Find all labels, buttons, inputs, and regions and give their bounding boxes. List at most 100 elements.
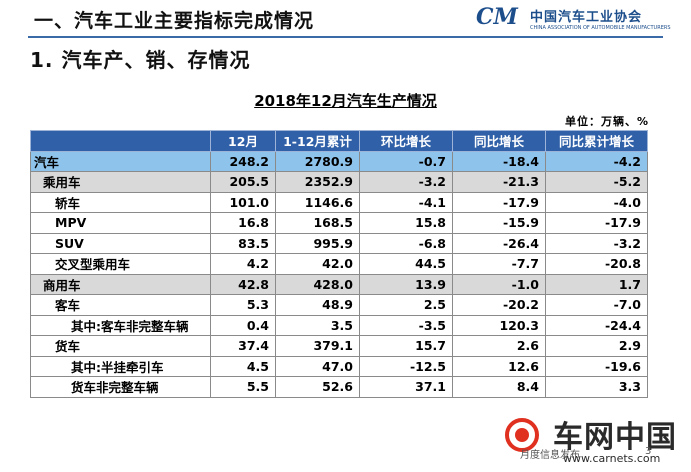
row-label: 货车非完整车辆	[30, 376, 211, 398]
table-cell: -3.5	[359, 314, 453, 336]
header-title: 一、汽车工业主要指标完成情况	[34, 10, 315, 32]
row-label: MPV	[30, 212, 211, 234]
table-cell: 168.5	[275, 212, 360, 234]
table-row: 货车非完整车辆 5.5 52.6 37.1 8.4 3.3	[30, 376, 648, 398]
page-number: 3	[645, 446, 652, 457]
table-cell: 2.6	[452, 335, 546, 357]
table-cell: 52.6	[275, 376, 360, 398]
table-cell: -12.5	[359, 355, 453, 377]
table-row: 货车 37.4 379.1 15.7 2.6 2.9	[30, 335, 648, 357]
watermark-text: 车网中国	[553, 420, 677, 455]
table-cell: 42.0	[275, 253, 360, 275]
table-cell: -4.0	[545, 191, 648, 213]
column-header: 同比增长	[452, 130, 546, 152]
table-row: 交叉型乘用车 4.2 42.0 44.5 -7.7 -20.8	[30, 253, 648, 275]
row-label: 其中:半挂牵引车	[30, 355, 211, 377]
unit-label: 单位：万辆、%	[564, 115, 649, 128]
table-cell: -3.2	[359, 171, 453, 193]
table-row: 汽车 248.2 2780.9 -0.7 -18.4 -4.2	[30, 150, 648, 172]
table-cell: -20.2	[452, 294, 546, 316]
logo-org-name: 中国汽车工业协会	[530, 10, 643, 25]
row-label: 货车	[30, 335, 211, 357]
column-header	[30, 130, 211, 152]
table-cell: -19.6	[545, 355, 648, 377]
table-cell: 4.2	[210, 253, 276, 275]
header-divider	[28, 36, 663, 38]
table-cell: 248.2	[210, 150, 276, 172]
table-cell: 2.5	[359, 294, 453, 316]
table-cell: -4.2	[545, 150, 648, 172]
table-cell: -20.8	[545, 253, 648, 275]
table-cell: -26.4	[452, 232, 546, 254]
row-label: SUV	[30, 232, 211, 254]
row-label: 商用车	[30, 273, 211, 295]
table-cell: 3.5	[275, 314, 360, 336]
table-cell: 4.5	[210, 355, 276, 377]
table-cell: 3.3	[545, 376, 648, 398]
table-cell: 428.0	[275, 273, 360, 295]
table-cell: -18.4	[452, 150, 546, 172]
column-header: 同比累计增长	[545, 130, 648, 152]
table-cell: -17.9	[545, 212, 648, 234]
table-cell: 48.9	[275, 294, 360, 316]
table-row: 其中:客车非完整车辆 0.4 3.5 -3.5 120.3 -24.4	[30, 314, 648, 336]
watermark: 车网中国 www.carnets.com	[505, 412, 691, 472]
table-cell: 15.8	[359, 212, 453, 234]
section-title: 1. 汽车产、销、存情况	[30, 48, 251, 72]
table-cell: 44.5	[359, 253, 453, 275]
table-cell: 12.6	[452, 355, 546, 377]
table-cell: 2780.9	[275, 150, 360, 172]
table-cell: 15.7	[359, 335, 453, 357]
table-cell: 205.5	[210, 171, 276, 193]
table-row: MPV 16.8 168.5 15.8 -15.9 -17.9	[30, 212, 648, 234]
table-cell: 1146.6	[275, 191, 360, 213]
column-header: 1-12月累计	[275, 130, 360, 152]
table-row: 乘用车 205.5 2352.9 -3.2 -21.3 -5.2	[30, 171, 648, 193]
row-label: 汽车	[30, 150, 211, 172]
table-row: 商用车 42.8 428.0 13.9 -1.0 1.7	[30, 273, 648, 295]
table-cell: -0.7	[359, 150, 453, 172]
table-cell: -4.1	[359, 191, 453, 213]
table-cell: 5.5	[210, 376, 276, 398]
table-cell: -24.4	[545, 314, 648, 336]
table-cell: -5.2	[545, 171, 648, 193]
table-cell: 8.4	[452, 376, 546, 398]
table-cell: 83.5	[210, 232, 276, 254]
production-table: 12月 1-12月累计 环比增长 同比增长 同比累计增长 汽车 248.2 27…	[30, 130, 648, 398]
table-cell: -7.0	[545, 294, 648, 316]
table-row: 轿车 101.0 1146.6 -4.1 -17.9 -4.0	[30, 191, 648, 213]
table-row: 客车 5.3 48.9 2.5 -20.2 -7.0	[30, 294, 648, 316]
organization-logo: CM 中国汽车工业协会 CHINA ASSOCIATION OF AUTOMOB…	[476, 4, 686, 36]
footer-text: 月度信息发布	[520, 450, 580, 461]
logo-mark: CM	[476, 4, 518, 30]
table-cell: 0.4	[210, 314, 276, 336]
table-cell: -6.8	[359, 232, 453, 254]
table-row: SUV 83.5 995.9 -6.8 -26.4 -3.2	[30, 232, 648, 254]
table-cell: 47.0	[275, 355, 360, 377]
watermark-url: www.carnets.com	[563, 452, 661, 465]
logo-org-name-en: CHINA ASSOCIATION OF AUTOMOBILE MANUFACT…	[530, 25, 671, 31]
table-cell: 37.1	[359, 376, 453, 398]
table-cell: -1.0	[452, 273, 546, 295]
table-cell: -7.7	[452, 253, 546, 275]
column-header: 环比增长	[359, 130, 453, 152]
table-cell: 13.9	[359, 273, 453, 295]
column-header: 12月	[210, 130, 276, 152]
table-cell: 1.7	[545, 273, 648, 295]
row-label: 客车	[30, 294, 211, 316]
table-cell: 16.8	[210, 212, 276, 234]
row-label: 其中:客车非完整车辆	[30, 314, 211, 336]
watermark-logo-icon	[505, 418, 539, 452]
table-header-row: 12月 1-12月累计 环比增长 同比增长 同比累计增长	[30, 130, 648, 152]
table-cell: 42.8	[210, 273, 276, 295]
table-cell: -17.9	[452, 191, 546, 213]
table-cell: 995.9	[275, 232, 360, 254]
row-label: 乘用车	[30, 171, 211, 193]
table-title: 2018年12月汽车生产情况	[254, 92, 437, 110]
table-cell: 2352.9	[275, 171, 360, 193]
row-label: 轿车	[30, 191, 211, 213]
table-row: 其中:半挂牵引车 4.5 47.0 -12.5 12.6 -19.6	[30, 355, 648, 377]
table-cell: 2.9	[545, 335, 648, 357]
table-cell: 101.0	[210, 191, 276, 213]
table-cell: -21.3	[452, 171, 546, 193]
